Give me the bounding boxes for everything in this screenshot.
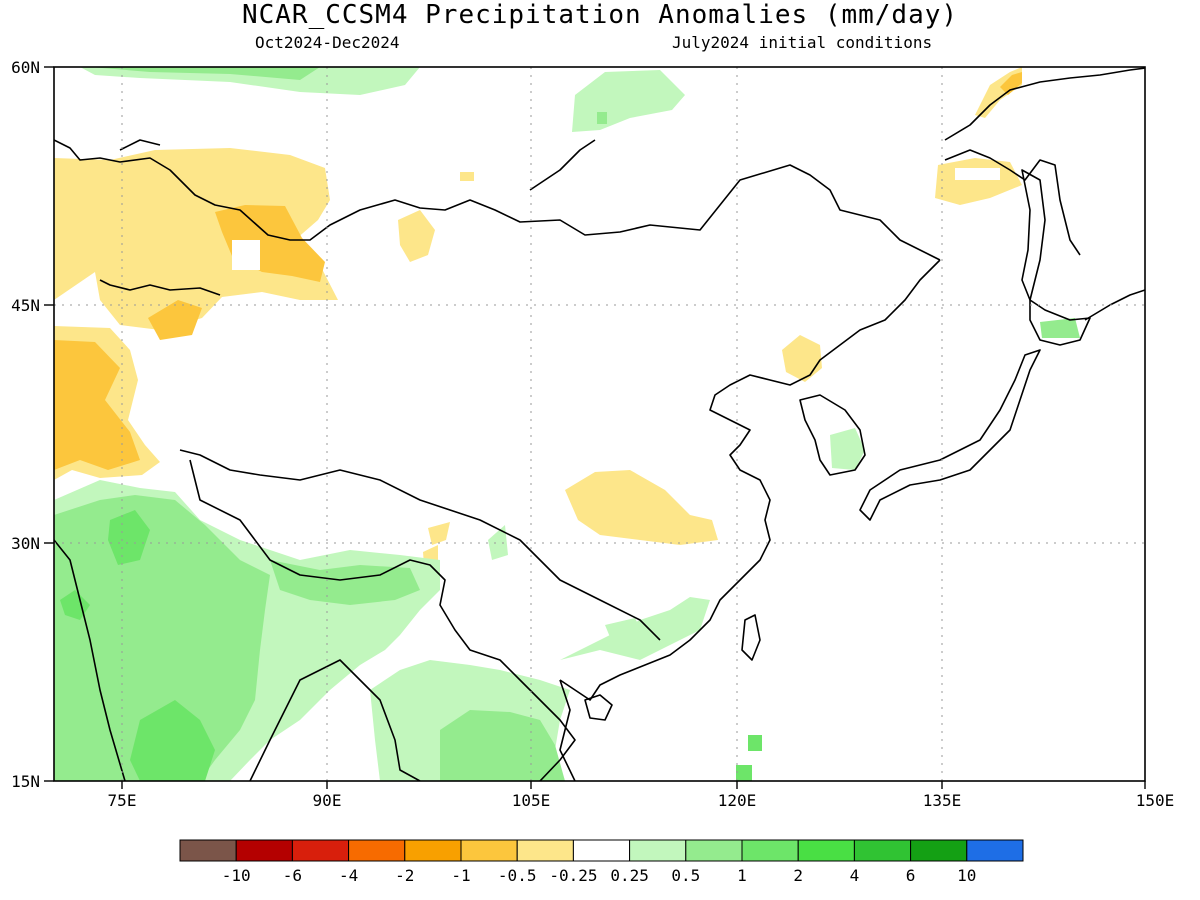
legend-swatch [404,839,462,862]
anomaly-patch [90,67,320,80]
anomaly-patch [460,172,474,181]
lat-tick-label: 30N [11,534,40,553]
legend-swatch [797,839,855,862]
legend-label: 6 [906,866,916,885]
coastline [119,139,161,151]
legend-swatch [685,839,743,862]
anomaly-patch [605,618,645,642]
legend-label: -0.25 [549,866,597,885]
coastline [1021,169,1046,301]
coastline [944,67,1145,141]
legend-swatch [235,839,293,862]
anomaly-patch [748,735,762,751]
legend-swatch [179,839,237,862]
forecast-season: Oct2024-Dec2024 [255,33,400,52]
map-frame [53,66,1146,782]
anomaly-patch [428,522,450,545]
legend-swatch [348,839,406,862]
anomaly-patch [830,428,865,470]
legend-label: -10 [222,866,251,885]
legend-swatch [460,839,518,862]
anomaly-patch [597,112,607,124]
lon-tick-label: 150E [1136,791,1175,810]
coastline [1029,299,1091,346]
anomaly-patch [80,67,420,95]
legend-label: 0.5 [671,866,700,885]
anomaly-patch [232,240,260,270]
legend-swatch [853,839,912,862]
coastline [799,394,866,476]
legend-label: 10 [957,866,976,885]
lat-tick-label: 15N [11,772,40,791]
coastline [249,659,421,781]
coastline [741,614,761,661]
anomaly-patch [54,340,140,470]
legend-swatch [629,839,687,862]
axis-labels: 60N 45N 30N 15N 75E 90E 105E 120E 135E 150E [11,58,1174,810]
anomaly-patch [215,205,325,282]
anomaly-patch [955,168,1000,180]
anomaly-patch [440,710,565,781]
legend-label: -0.5 [498,866,537,885]
legend-swatch [516,839,574,862]
legend-label: -1 [451,866,470,885]
anomaly-patch [1000,72,1022,95]
lon-tick-label: 105E [512,791,551,810]
anomaly-patch [54,495,270,781]
gridlines [54,67,1145,781]
legend-swatch [910,839,968,862]
lon-tick-label: 135E [923,791,962,810]
lat-tick-label: 60N [11,58,40,77]
anomaly-patch [572,70,685,132]
legend-swatch [741,839,799,862]
legend-swatch [291,839,350,862]
anomaly-patch [398,210,435,262]
legend-label: 0.25 [610,866,649,885]
lon-tick-label: 90E [313,791,342,810]
lat-tick-label: 45N [11,296,40,315]
coastline [529,139,596,191]
legend-label: -2 [395,866,414,885]
anomaly-patch [108,510,150,565]
coastline [944,149,1081,256]
initial-conditions: July2024 initial conditions [672,33,933,52]
country-border [189,459,576,781]
anomaly-patch [1040,318,1080,338]
coastline [99,279,221,296]
coastline [584,694,613,721]
anomaly-shading [54,67,1080,781]
anomaly-patch [130,700,215,781]
map-title: NCAR_CCSM4 Precipitation Anomalies (mm/d… [241,0,959,30]
coastline [559,679,576,781]
lon-tick-label: 120E [718,791,757,810]
coastline [859,349,1041,521]
country-border [179,449,661,641]
anomaly-patch [148,300,202,340]
anomaly-patch [54,148,338,330]
anomaly-patch [565,470,718,545]
legend-label: 4 [850,866,860,885]
coastline [54,139,941,261]
legend-swatch [966,839,1024,862]
anomaly-patch [935,158,1022,205]
color-legend: -10 -6 -4 -2 -1 -0.5 -0.25 0.25 0.5 1 2 4 6 10 [179,839,1024,885]
legend-label: 2 [793,866,803,885]
legend-label: 1 [737,866,747,885]
anomaly-patch [270,560,420,605]
anomaly-patch [782,335,822,382]
legend-label: -6 [283,866,302,885]
coastline [54,539,126,781]
legend-label: -4 [339,866,358,885]
coastlines [54,67,1145,781]
legend-swatch [572,839,631,862]
coastline [559,259,941,701]
anomaly-patch [736,765,752,781]
lon-tick-label: 75E [108,791,137,810]
anomaly-patch [488,525,508,560]
coastline [1084,289,1145,321]
